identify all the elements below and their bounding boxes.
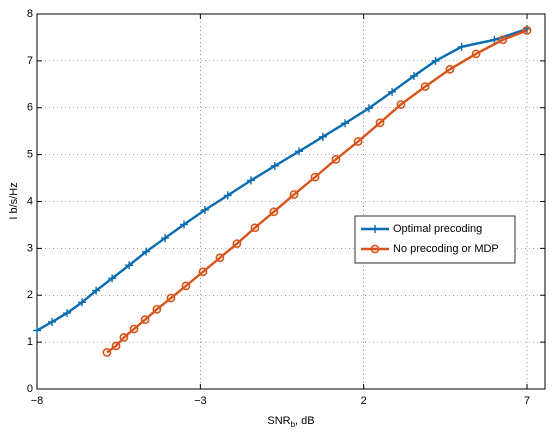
marker <box>364 104 373 113</box>
marker <box>78 298 87 307</box>
marker <box>166 293 176 303</box>
marker <box>353 137 363 146</box>
x-label-main: SNR <box>267 415 290 427</box>
marker <box>310 172 320 182</box>
x-label-rest: , dB <box>295 415 315 427</box>
y-tick-label: 4 <box>27 195 33 207</box>
legend-label: No precoding or MDP <box>393 243 499 255</box>
marker <box>370 244 380 254</box>
marker <box>198 267 208 277</box>
marker <box>111 341 121 351</box>
marker <box>331 154 341 164</box>
y-tick-label: 5 <box>27 149 33 161</box>
marker <box>232 239 242 249</box>
marker <box>250 223 260 233</box>
y-tick-label: 8 <box>27 8 33 20</box>
marker <box>92 286 101 295</box>
x-tick-label: −8 <box>31 395 44 407</box>
marker <box>498 35 508 45</box>
legend-box <box>354 215 516 264</box>
marker <box>318 132 327 141</box>
marker <box>270 161 279 170</box>
marker <box>471 49 481 59</box>
y-tick-label: 0 <box>27 383 33 395</box>
marker <box>490 35 499 44</box>
marker <box>181 281 191 291</box>
marker <box>445 64 455 74</box>
marker <box>215 253 225 263</box>
marker <box>295 147 304 156</box>
marker <box>33 326 41 335</box>
marker <box>152 304 162 314</box>
marker <box>409 71 418 80</box>
marker <box>142 247 151 256</box>
marker <box>125 261 134 270</box>
x-tick-label: 7 <box>524 395 530 407</box>
marker <box>223 191 232 200</box>
legend: Optimal precoding No precoding or MDP <box>354 215 516 264</box>
marker <box>457 42 466 51</box>
marker <box>119 333 129 342</box>
x-axis-label: SNRb, dB <box>267 415 314 429</box>
plot-frame <box>36 13 546 390</box>
marker <box>102 348 112 357</box>
marker <box>108 274 117 283</box>
marker <box>140 315 150 325</box>
marker <box>63 309 72 318</box>
y-tick-label: 2 <box>27 289 33 301</box>
x-tick-label: 2 <box>361 395 367 407</box>
marker <box>246 176 255 185</box>
marker <box>388 87 397 96</box>
marker <box>396 100 406 109</box>
x-tick-label: −3 <box>194 395 207 407</box>
y-tick-label: 1 <box>27 336 33 348</box>
marker <box>269 207 279 217</box>
marker <box>341 119 350 128</box>
marker <box>375 118 385 128</box>
marker <box>129 324 139 334</box>
y-tick-label: 3 <box>27 242 33 254</box>
legend-label: Optimal precoding <box>393 223 482 235</box>
y-tick-label: 7 <box>27 55 33 67</box>
marker <box>161 234 170 243</box>
marker <box>48 317 57 326</box>
marker <box>420 82 430 92</box>
marker <box>371 225 379 233</box>
marker <box>180 220 189 229</box>
marker <box>289 190 299 199</box>
x-label-sub: b <box>291 420 296 429</box>
y-tick-label: 6 <box>27 102 33 114</box>
marker <box>200 205 209 214</box>
series-line <box>106 29 528 354</box>
marker <box>431 56 440 65</box>
series-line <box>36 27 528 332</box>
marker <box>522 26 532 35</box>
y-axis-label: I b/s/Hz <box>8 182 20 219</box>
